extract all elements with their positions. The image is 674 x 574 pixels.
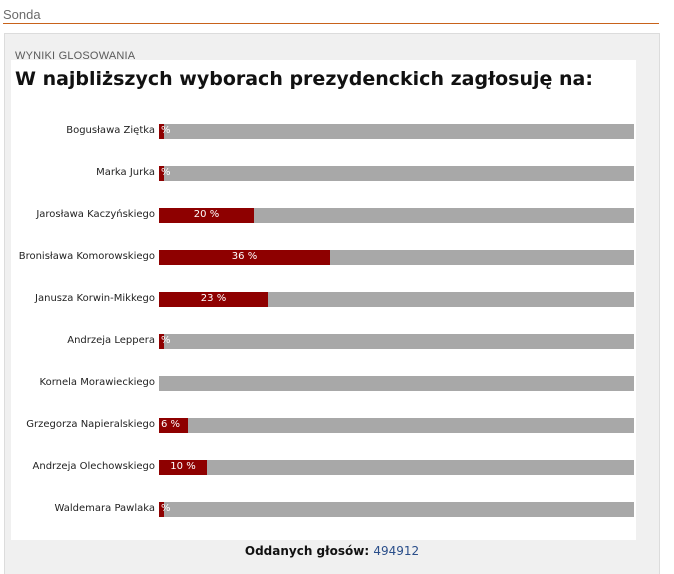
bar-fill bbox=[159, 292, 268, 307]
candidate-label: Andrzeja Olechowskiego bbox=[32, 461, 155, 472]
bar-fill bbox=[159, 208, 254, 223]
bar-track: 6 % bbox=[159, 418, 634, 433]
total-votes: Oddanych głosów: 494912 bbox=[0, 544, 664, 558]
result-row: Andrzeja Olechowskiego 10 % bbox=[0, 460, 674, 476]
bar-track: % bbox=[159, 334, 634, 349]
candidate-label: Waldemara Pawlaka bbox=[54, 503, 155, 514]
bar-fill bbox=[159, 334, 164, 349]
candidate-label: Kornela Morawieckiego bbox=[39, 377, 155, 388]
bar-fill bbox=[159, 124, 164, 139]
total-votes-label: Oddanych głosów: bbox=[244, 544, 370, 558]
bar-track: % bbox=[159, 166, 634, 181]
bar-track bbox=[159, 376, 634, 391]
bar-fill bbox=[159, 166, 164, 181]
result-row: Grzegorza Napieralskiego 6 % bbox=[0, 418, 674, 434]
candidate-label: Bogusława Ziętka bbox=[66, 125, 155, 136]
candidate-label: Jarosława Kaczyńskiego bbox=[36, 209, 155, 220]
bar-fill bbox=[159, 250, 330, 265]
bar-fill bbox=[159, 418, 188, 433]
bar-value-label: 23 % bbox=[200, 293, 227, 304]
bar-value-label: 6 % bbox=[161, 419, 181, 430]
bar-fill bbox=[159, 460, 207, 475]
result-row: Bogusława Ziętka% bbox=[0, 124, 674, 140]
poll-question: W najbliższych wyborach prezydenckich za… bbox=[15, 68, 593, 90]
bar-track: % bbox=[159, 502, 634, 517]
result-row: Janusza Korwin-Mikkego 23 % bbox=[0, 292, 674, 308]
poll-section-title: WYNIKI GLOSOWANIA bbox=[15, 50, 136, 62]
result-row: Waldemara Pawlaka% bbox=[0, 502, 674, 518]
candidate-label: Bronisława Komorowskiego bbox=[18, 251, 155, 262]
candidate-label: Grzegorza Napieralskiego bbox=[26, 419, 155, 430]
bar-value-label: % bbox=[161, 167, 171, 178]
bar-value-label: % bbox=[161, 503, 171, 514]
bar-value-label: % bbox=[161, 335, 171, 346]
bar-track: 23 % bbox=[159, 292, 634, 307]
total-votes-count: 494912 bbox=[373, 544, 420, 558]
result-row: Bronisława Komorowskiego 36 % bbox=[0, 250, 674, 266]
bar-track: 36 % bbox=[159, 250, 634, 265]
result-row: Andrzeja Leppera% bbox=[0, 334, 674, 350]
result-row: Marka Jurka% bbox=[0, 166, 674, 182]
candidate-label: Marka Jurka bbox=[96, 167, 155, 178]
bar-value-label: 36 % bbox=[231, 251, 258, 262]
bar-fill bbox=[159, 502, 164, 517]
bar-value-label: 20 % bbox=[193, 209, 220, 220]
bar-track: 20 % bbox=[159, 208, 634, 223]
page-header-title: Sonda bbox=[3, 7, 41, 22]
bar-value-label: 10 % bbox=[170, 461, 196, 472]
header-divider bbox=[3, 23, 659, 24]
candidate-label: Andrzeja Leppera bbox=[67, 335, 155, 346]
bar-track: 10 % bbox=[159, 460, 634, 475]
result-row: Kornela Morawieckiego bbox=[0, 376, 674, 392]
result-row: Jarosława Kaczyńskiego 20 % bbox=[0, 208, 674, 224]
bar-track: % bbox=[159, 124, 634, 139]
candidate-label: Janusza Korwin-Mikkego bbox=[35, 293, 155, 304]
bar-value-label: % bbox=[161, 125, 171, 136]
